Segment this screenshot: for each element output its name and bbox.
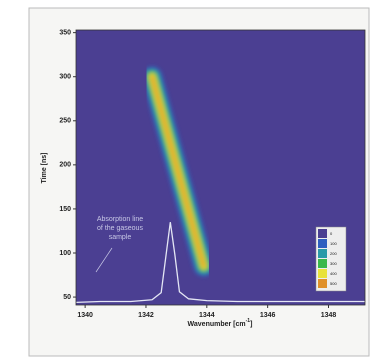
colorbar-swatch xyxy=(318,249,327,258)
colorbar-swatch xyxy=(318,269,327,278)
y-tick-label: 300 xyxy=(59,74,71,81)
annotation: sample xyxy=(109,234,132,241)
colorbar-swatch xyxy=(318,229,327,238)
annotation: of the gaseous xyxy=(97,225,143,232)
x-axis-label: Wavenumber [cm-1] xyxy=(188,318,253,328)
colorbar-label: 100 xyxy=(330,241,337,246)
colorbar-label: 0 xyxy=(330,231,333,236)
y-tick-label: 150 xyxy=(59,206,71,213)
spectrum-line xyxy=(75,222,365,304)
colorbar-swatch xyxy=(318,279,327,288)
annotation-arrow xyxy=(95,247,113,273)
streak-layer xyxy=(150,75,206,268)
y-axis-label: Time [ns] xyxy=(41,153,48,184)
x-tick-label: 1342 xyxy=(138,312,154,319)
y-tick-label: 250 xyxy=(59,118,71,125)
colorbar-label: 400 xyxy=(330,271,337,276)
x-tick-label: 1340 xyxy=(77,312,93,319)
streak xyxy=(142,66,214,277)
y-tick-label: 200 xyxy=(59,162,71,169)
y-tick-label: 350 xyxy=(59,29,71,36)
x-tick-label: 1348 xyxy=(321,312,337,319)
colorbar-swatch xyxy=(318,259,327,268)
colorbar-label: 200 xyxy=(330,251,337,256)
plot-border xyxy=(75,29,366,306)
y-tick-label: 100 xyxy=(59,250,71,257)
annotation: Absorption line xyxy=(97,216,143,223)
colorbar-label: 500 xyxy=(330,281,337,286)
colorbar-label: 300 xyxy=(330,261,337,266)
colorbar-swatch xyxy=(318,239,327,248)
x-tick-label: 1344 xyxy=(199,312,215,319)
y-tick-label: 50 xyxy=(63,294,71,301)
x-tick-label: 1346 xyxy=(260,312,276,319)
